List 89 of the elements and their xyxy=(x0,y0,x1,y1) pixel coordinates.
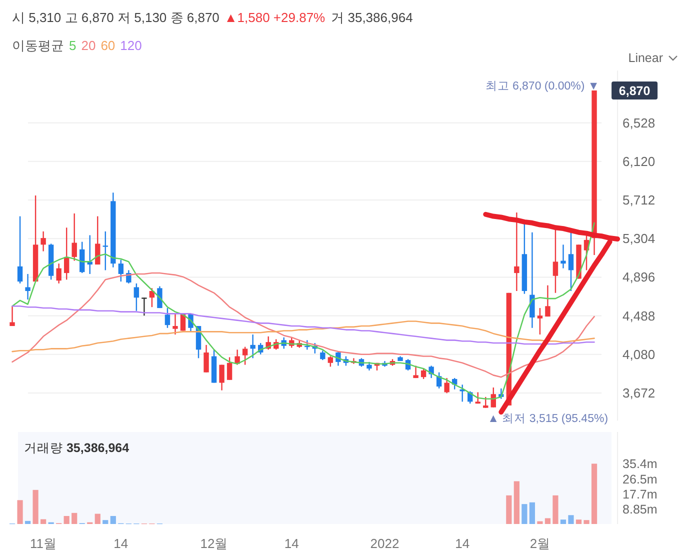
y-tick-label: 35.4m xyxy=(622,457,658,472)
x-tick-label: 14 xyxy=(455,536,470,551)
candlestick xyxy=(64,227,70,280)
bar xyxy=(94,514,100,524)
text: 거래량 35,386,964 xyxy=(24,441,130,455)
chart-title: 시 5,310 고 6,870 저 5,130 종 6,870 xyxy=(12,10,220,25)
candlestick xyxy=(413,365,418,379)
candlestick xyxy=(10,306,15,327)
x-tick-label: 11월 xyxy=(30,536,57,551)
candlestick xyxy=(320,350,326,361)
y-tick-label: 3,672 xyxy=(622,385,656,400)
annotation: ▲ 최저 3,515 (95.45%) xyxy=(488,412,608,425)
bar xyxy=(529,502,535,524)
bar xyxy=(40,519,46,524)
candlestick xyxy=(56,262,62,284)
bar xyxy=(102,520,108,524)
candlestick xyxy=(568,230,574,292)
candlestick xyxy=(72,212,77,262)
y-tick-label: 6,528 xyxy=(622,115,656,130)
candlestick xyxy=(17,216,23,284)
y-tick-label: 4,080 xyxy=(622,346,656,362)
text: 20 xyxy=(81,38,96,53)
candlestick xyxy=(420,368,426,380)
y-tick-label: 4,896 xyxy=(622,270,656,285)
candlestick xyxy=(164,307,170,328)
candlestick xyxy=(560,244,566,269)
candlestick xyxy=(328,356,334,368)
y-tick-label: 4,488 xyxy=(622,308,656,324)
candlestick xyxy=(530,232,535,328)
text: 60 xyxy=(100,38,116,53)
text: Linear xyxy=(628,51,663,65)
candlestick xyxy=(552,228,558,294)
bar xyxy=(17,500,23,524)
bar xyxy=(537,521,543,524)
candlestick xyxy=(444,377,450,394)
y-tick-label: 8.85m xyxy=(622,502,658,516)
text: 120 xyxy=(120,38,142,53)
candlestick xyxy=(250,334,256,359)
x-tick-label: 2월 xyxy=(530,536,550,551)
y-tick-label: 6,120 xyxy=(622,154,656,169)
y-tick-label: 5,712 xyxy=(622,192,656,208)
legend-title: 이동평균 xyxy=(12,38,64,53)
x-tick-label: 12월 xyxy=(200,536,228,551)
bar xyxy=(32,490,38,524)
candlestick xyxy=(95,216,100,266)
annotation: 6,870 xyxy=(618,84,650,98)
y-tick-label: 5,304 xyxy=(622,231,656,246)
bar xyxy=(72,512,78,524)
x-tick-label: 2022 xyxy=(370,536,400,551)
candlestick xyxy=(545,284,550,318)
candlestick xyxy=(118,259,124,282)
line-series xyxy=(12,305,595,345)
bar xyxy=(522,504,528,524)
bar xyxy=(64,516,70,524)
candlestick xyxy=(204,344,209,373)
annotation: 최고 6,870 (0.00%) ▼ xyxy=(485,80,600,92)
bar xyxy=(560,520,566,524)
bar xyxy=(544,518,551,524)
chart-subtitle: ▲1,580 +29.87% xyxy=(224,10,326,25)
candlestick xyxy=(102,230,108,271)
candlestick xyxy=(226,356,232,381)
bar xyxy=(576,520,582,524)
candlestick xyxy=(242,346,248,366)
candlestick xyxy=(142,297,147,316)
bar xyxy=(514,481,520,524)
line-series xyxy=(12,272,595,378)
candlestick xyxy=(25,273,30,300)
bar xyxy=(110,516,116,524)
candlestick xyxy=(537,307,543,336)
y-tick-label: 17.7m xyxy=(622,487,658,502)
bar xyxy=(591,464,598,524)
candlestick xyxy=(172,313,178,336)
x-tick-label: 14 xyxy=(284,536,299,551)
x-tick-label: 14 xyxy=(114,536,128,551)
candlestick xyxy=(40,230,46,252)
y-tick-label: 26.5m xyxy=(622,472,658,486)
bar xyxy=(568,515,574,524)
candlestick xyxy=(483,396,488,408)
candlestick xyxy=(460,384,465,402)
bar xyxy=(584,520,590,524)
line-series xyxy=(12,320,595,352)
candlestick xyxy=(514,212,520,292)
text: 거 35,386,964 xyxy=(331,10,413,25)
bar xyxy=(506,495,512,524)
bar xyxy=(552,495,558,524)
candlestick xyxy=(134,282,140,312)
text: 5 xyxy=(69,38,76,53)
bar xyxy=(24,520,31,524)
candlestick xyxy=(219,364,224,391)
